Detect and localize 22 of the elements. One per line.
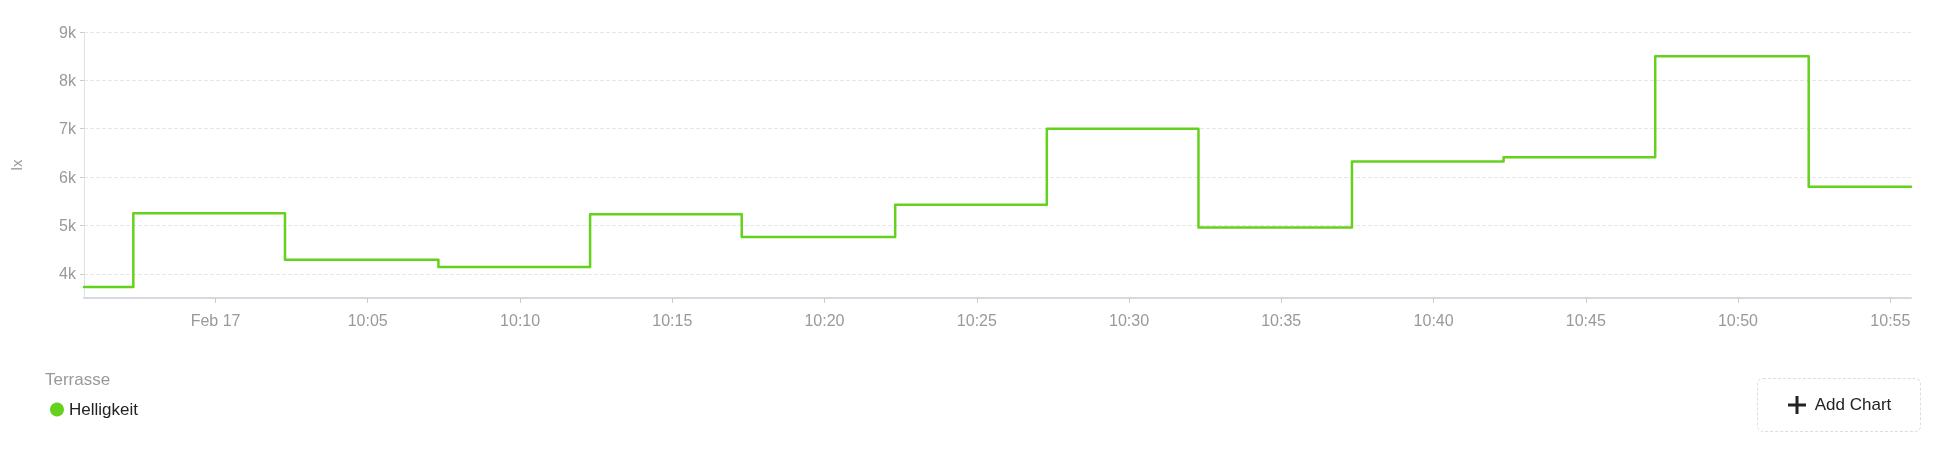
y-tick-label: 5k — [59, 216, 77, 234]
x-tick-label: 10:50 — [1717, 311, 1759, 329]
x-tick-label: 10:25 — [956, 311, 997, 329]
y-axis-title: lx — [8, 159, 25, 171]
x-tick-label: 10:30 — [1109, 311, 1150, 329]
text: Add Chart — [1814, 395, 1892, 415]
x-tick-label: 10:35 — [1261, 311, 1302, 329]
x-tick-label: 10:05 — [347, 311, 388, 329]
y-tick-label: 9k — [59, 23, 77, 41]
legend-label: Helligkeit — [69, 400, 139, 419]
x-tick-label: 10:45 — [1565, 311, 1606, 329]
y-tick-label: 8k — [59, 71, 77, 89]
y-tick-label: 7k — [59, 120, 77, 138]
y-tick-label: 6k — [59, 168, 77, 186]
y-tick-label: 4k — [59, 265, 77, 283]
x-tick-label: 10:40 — [1413, 311, 1454, 329]
x-tick-label: 10:10 — [500, 311, 541, 329]
x-tick-label: 10:55 — [1870, 311, 1911, 329]
x-tick-label: Feb 17 — [190, 311, 241, 329]
x-tick-label: 10:20 — [804, 311, 845, 329]
x-tick-label: 10:15 — [652, 311, 693, 329]
legend-title: Terrasse — [45, 370, 111, 390]
